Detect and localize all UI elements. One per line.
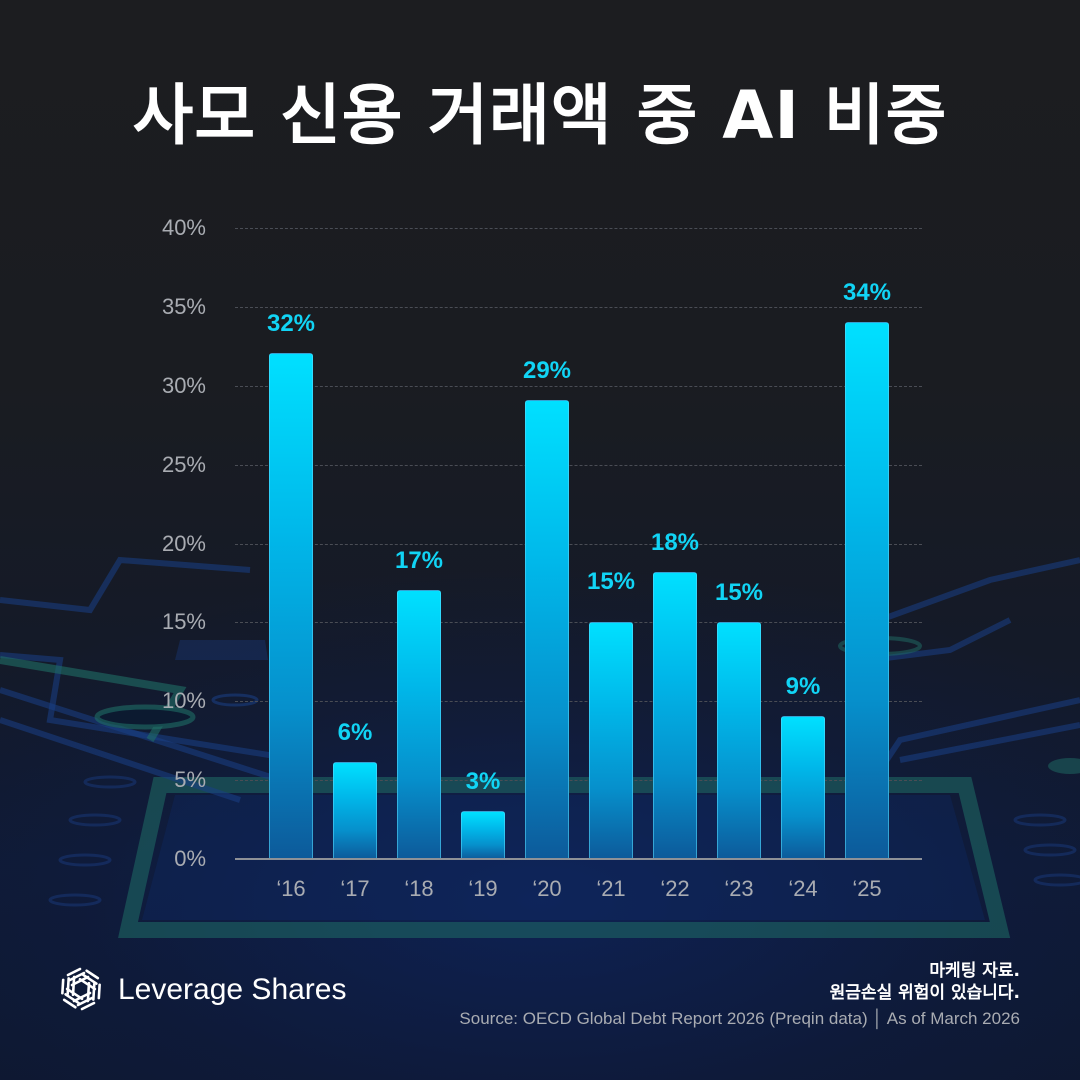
x-label-2021: ‘21 xyxy=(596,876,626,901)
value-label-2017: 6% xyxy=(337,719,373,746)
bar-2018 xyxy=(397,590,441,859)
gridline-15 xyxy=(235,622,922,623)
bar-2017 xyxy=(333,762,377,859)
gridline-20 xyxy=(235,544,922,545)
y-tick-5: 5% xyxy=(174,767,206,792)
value-label-2024: 9% xyxy=(785,673,821,700)
gridline-30 xyxy=(235,386,922,387)
x-label-2023: ‘23 xyxy=(724,876,754,901)
disclaimer-line-1: 마케팅 자료. xyxy=(929,961,1020,981)
y-tick-25: 25% xyxy=(161,452,206,477)
y-tick-30: 30% xyxy=(161,373,206,398)
x-label-2019: ‘19 xyxy=(468,876,498,901)
bar-2023 xyxy=(717,622,761,859)
brand-name: Leverage Shares xyxy=(118,973,347,1006)
bar-2020 xyxy=(525,400,569,859)
gridline-40 xyxy=(235,228,922,229)
y-tick-10: 10% xyxy=(161,688,206,713)
bar-2016 xyxy=(269,353,313,859)
gridline-5 xyxy=(235,780,922,781)
gridline-25 xyxy=(235,465,922,466)
y-tick-40: 40% xyxy=(161,215,206,240)
x-label-2024: ‘24 xyxy=(788,876,818,901)
bar-2025 xyxy=(845,322,889,859)
x-label-2020: ‘20 xyxy=(532,876,562,901)
x-label-2017: ‘17 xyxy=(340,876,370,901)
value-label-2020: 29% xyxy=(522,357,572,384)
bar-2022 xyxy=(653,572,697,859)
gridline-35 xyxy=(235,307,922,308)
bar-2021 xyxy=(589,622,633,859)
bar-2024 xyxy=(781,716,825,859)
gridline-10 xyxy=(235,701,922,702)
disclaimer-line-2: 원금손실 위험이 있습니다. xyxy=(829,983,1020,1003)
x-label-2018: ‘18 xyxy=(404,876,434,901)
hex-swirl-logo-icon xyxy=(58,966,104,1012)
value-label-2022: 18% xyxy=(650,529,700,556)
value-label-2016: 32% xyxy=(266,310,316,337)
y-tick-35: 35% xyxy=(161,294,206,319)
value-label-2023: 15% xyxy=(714,579,764,606)
y-tick-0: 0% xyxy=(174,846,206,871)
x-label-2025: ‘25 xyxy=(852,876,882,901)
y-tick-20: 20% xyxy=(161,531,206,556)
y-tick-15: 15% xyxy=(161,609,206,634)
disclaimer: 마케팅 자료. 원금손실 위험이 있습니다. xyxy=(830,960,1020,1004)
value-label-2018: 17% xyxy=(394,547,444,574)
bar-2019 xyxy=(461,811,505,859)
value-label-2019: 3% xyxy=(465,768,501,795)
source-note: Source: OECD Global Debt Report 2026 (Pr… xyxy=(459,1009,1020,1028)
x-label-2022: ‘22 xyxy=(660,876,690,901)
value-label-2025: 34% xyxy=(842,279,892,306)
chart-title: 사모 신용 거래액 중 AI 비중 xyxy=(132,77,948,154)
value-label-2021: 15% xyxy=(586,568,636,595)
x-axis-baseline xyxy=(235,858,922,860)
x-label-2016: ‘16 xyxy=(276,876,306,901)
